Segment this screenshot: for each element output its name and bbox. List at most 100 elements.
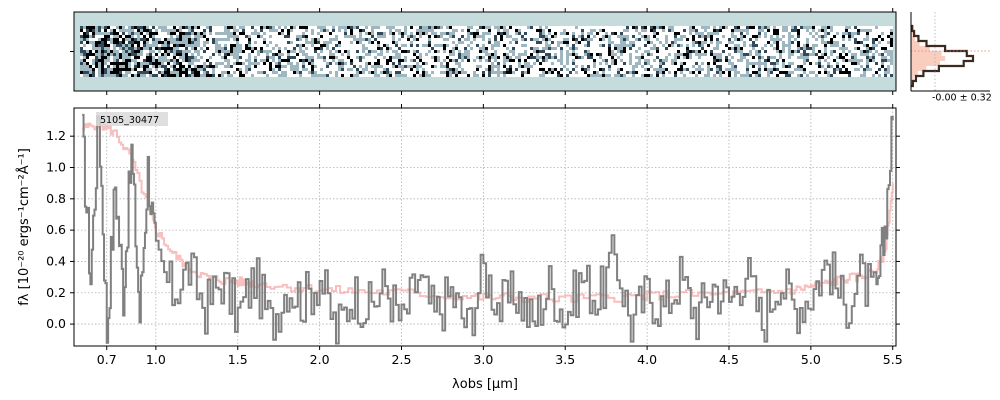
spectrum-2d-pixel [860, 59, 863, 62]
spectrum-2d-pixel [158, 26, 161, 29]
spectrum-2d-pixel [788, 68, 791, 71]
spectrum-2d-pixel [179, 26, 182, 29]
spectrum-2d-pixel [191, 35, 194, 38]
spectrum-2d-pixel [125, 71, 128, 74]
spectrum-2d-pixel [809, 59, 812, 62]
spectrum-2d-pixel [629, 29, 632, 32]
spectrum-2d-pixel [236, 32, 239, 35]
spectrum-2d-pixel [878, 41, 881, 44]
spectrum-2d-pixel [797, 38, 800, 41]
spectrum-2d-pixel [119, 62, 122, 65]
spectrum-2d-pixel [488, 53, 491, 56]
spectrum-2d-pixel [869, 29, 872, 32]
spectrum-2d-pixel [218, 44, 221, 47]
spectrum-2d-pixel [164, 50, 167, 53]
spectrum-2d-pixel [668, 41, 671, 44]
spectrum-2d-pixel [386, 62, 389, 65]
spectrum-2d-pixel [740, 29, 743, 32]
spectrum-2d-pixel [746, 50, 749, 53]
spectrum-2d-pixel [887, 74, 890, 77]
spectrum-2d-pixel [500, 32, 503, 35]
histogram-bar [911, 56, 946, 61]
spectrum-2d-pixel [611, 41, 614, 44]
spectrum-2d-pixel [881, 59, 884, 62]
spectrum-2d-pixel [203, 44, 206, 47]
spectrum-2d-pixel [539, 68, 542, 71]
spectrum-2d-pixel [494, 65, 497, 68]
spectrum-2d-pixel [788, 71, 791, 74]
spectrum-2d-pixel [803, 62, 806, 65]
spectrum-2d-pixel [506, 26, 509, 29]
spectrum-2d-pixel [128, 29, 131, 32]
spectrum-2d-pixel [140, 68, 143, 71]
spectrum-2d-pixel [107, 50, 110, 53]
spectrum-2d-pixel [851, 41, 854, 44]
spectrum-2d-pixel [395, 26, 398, 29]
spectrum-2d-pixel [638, 59, 641, 62]
spectrum-2d-pixel [560, 71, 563, 74]
spectrum-2d-pixel [662, 29, 665, 32]
spectrum-2d-pixel [827, 35, 830, 38]
spectrum-2d-pixel [455, 68, 458, 71]
spectrum-2d-pixel [578, 56, 581, 59]
spectrum-2d-pixel [716, 41, 719, 44]
spectrum-2d-pixel [482, 68, 485, 71]
spectrum-2d-pixel [227, 62, 230, 65]
spectrum-2d-pixel [182, 38, 185, 41]
spectrum-2d-pixel [86, 59, 89, 62]
spectrum-2d-pixel [557, 74, 560, 77]
spectrum-2d-pixel [338, 50, 341, 53]
spectrum-2d-pixel [710, 59, 713, 62]
spectrum-2d-pixel [218, 38, 221, 41]
spectrum-2d-pixel [464, 50, 467, 53]
spectrum-2d-pixel [188, 47, 191, 50]
spectrum-2d-pixel [92, 74, 95, 77]
spectrum-2d-pixel [545, 29, 548, 32]
spectrum-2d-pixel [185, 62, 188, 65]
spectrum-2d-pixel [842, 29, 845, 32]
spectrum-2d-pixel [377, 65, 380, 68]
spectrum-2d-pixel [203, 68, 206, 71]
spectrum-2d-pixel [323, 74, 326, 77]
spectrum-2d-pixel [377, 50, 380, 53]
spectrum-2d-pixel [290, 74, 293, 77]
spectrum-2d-pixel [713, 26, 716, 29]
spectrum-2d-pixel [485, 41, 488, 44]
spectrum-2d-pixel [224, 32, 227, 35]
spectrum-2d-pixel [479, 71, 482, 74]
spectrum-2d-pixel [389, 47, 392, 50]
spectrum-2d-pixel [440, 38, 443, 41]
spectrum-2d-pixel [251, 38, 254, 41]
spectrum-2d-pixel [257, 71, 260, 74]
spectrum-2d-pixel [692, 47, 695, 50]
spectrum-2d-pixel [605, 71, 608, 74]
spectrum-2d-pixel [479, 35, 482, 38]
spectrum-2d-pixel [845, 65, 848, 68]
spectrum-2d-pixel [575, 65, 578, 68]
spectrum-2d-pixel [362, 71, 365, 74]
spectrum-2d-pixel [653, 68, 656, 71]
spectrum-2d-pixel [593, 26, 596, 29]
spectrum-2d-pixel [452, 29, 455, 32]
spectrum-2d-pixel [296, 38, 299, 41]
spectrum-2d-pixel [545, 68, 548, 71]
spectrum-2d-pixel [518, 68, 521, 71]
spectrum-2d-pixel [470, 71, 473, 74]
spectrum-2d-pixel [416, 59, 419, 62]
spectrum-2d-pixel [443, 65, 446, 68]
spectrum-2d-pixel [284, 44, 287, 47]
spectrum-2d-pixel [332, 56, 335, 59]
spectrum-2d-pixel [296, 50, 299, 53]
spectrum-2d-pixel [80, 74, 83, 77]
spectrum-2d-pixel [530, 38, 533, 41]
spectrum-2d-pixel [821, 56, 824, 59]
spectrum-2d-pixel [173, 29, 176, 32]
spectrum-2d-pixel [290, 32, 293, 35]
spectrum-2d-pixel [410, 59, 413, 62]
spectrum-2d-pixel [722, 32, 725, 35]
spectrum-2d-pixel [665, 32, 668, 35]
spectrum-2d-pixel [392, 74, 395, 77]
spectrum-2d-pixel [620, 56, 623, 59]
spectrum-2d-pixel [563, 47, 566, 50]
spectrum-2d-pixel [152, 29, 155, 32]
